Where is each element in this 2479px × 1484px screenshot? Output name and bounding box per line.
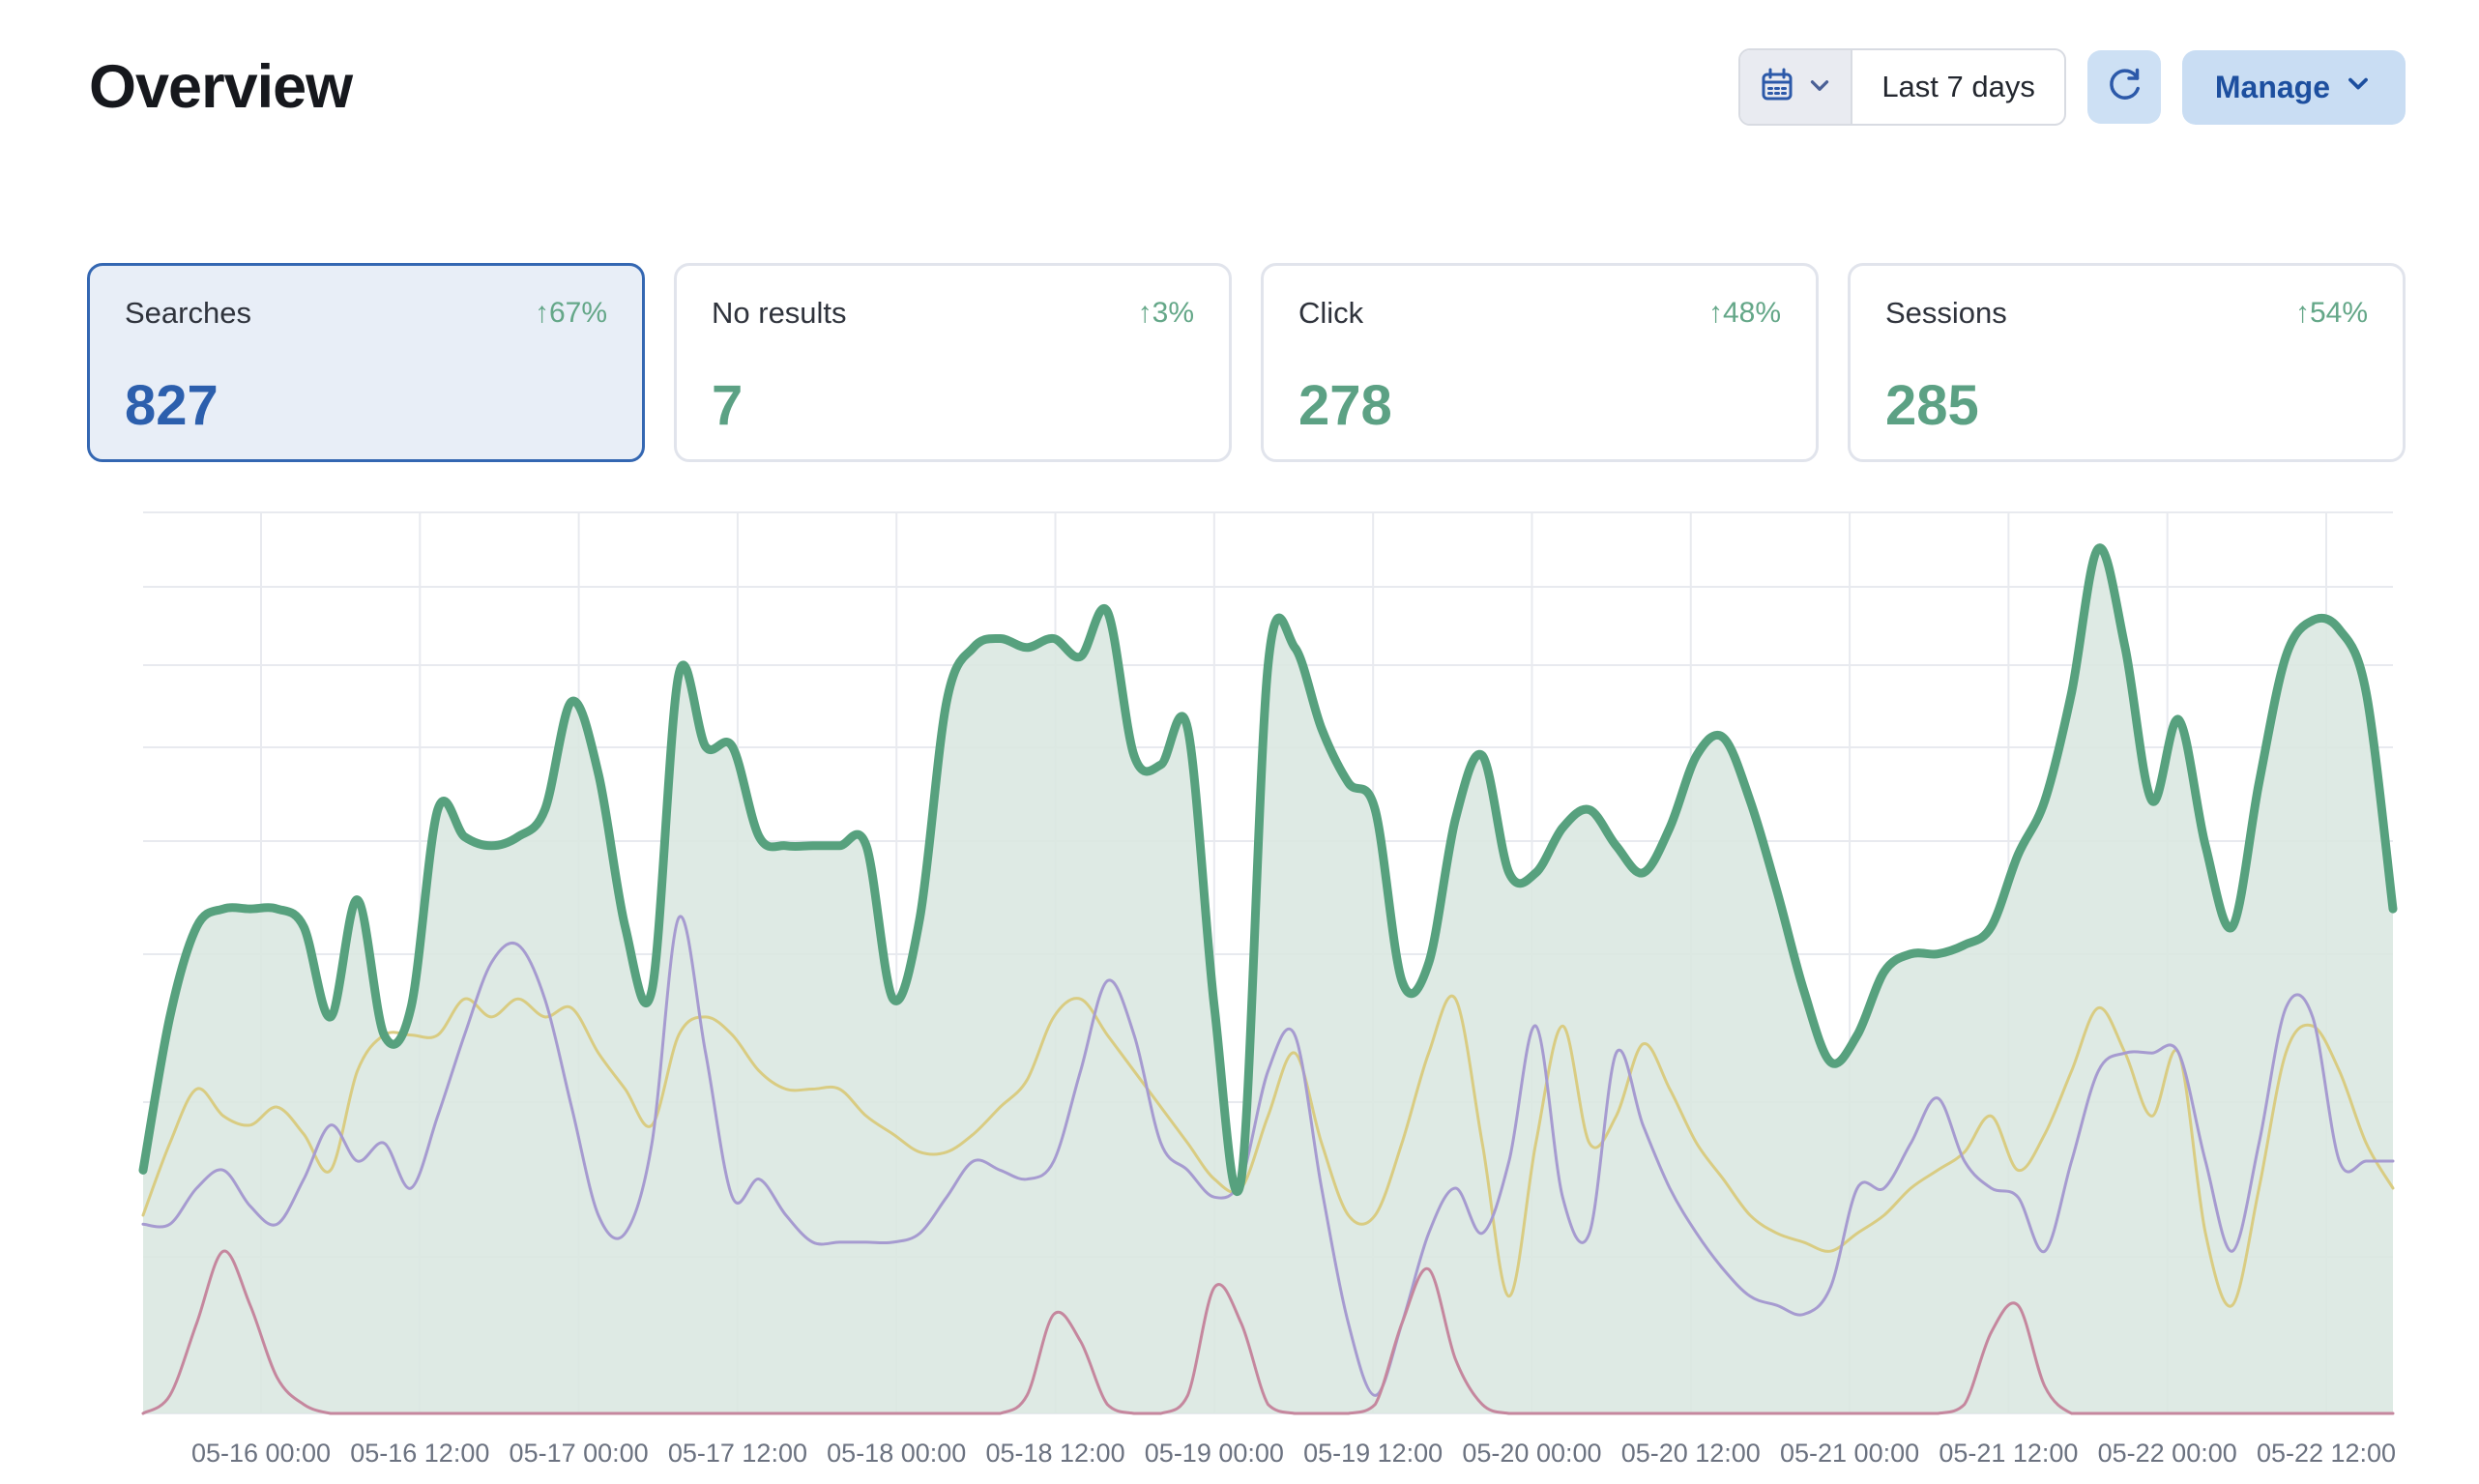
stat-card-sessions[interactable]: Sessions ↑54% 285 [1848, 263, 2406, 462]
no-results-series-line [141, 1249, 2395, 1415]
x-axis-tick-label: 05-19 12:00 [1303, 1439, 1443, 1468]
chevron-down-icon [2344, 69, 2373, 105]
date-range-label[interactable]: Last 7 days [1881, 70, 2035, 103]
stat-label: Searches [125, 296, 251, 330]
metrics-time-series-chart[interactable]: 05-16 00:00 05-16 12:00 05-17 00:00 05-17 1… [0, 503, 2479, 1479]
x-axis-tick-label: 05-22 12:00 [2257, 1439, 2396, 1468]
stat-value: 7 [712, 374, 744, 437]
date-range-icon-segment[interactable] [1740, 50, 1853, 124]
manage-button-label: Manage [2214, 69, 2330, 104]
click-series-line [141, 994, 2395, 1308]
searches-area-fill [143, 547, 2393, 1413]
stat-delta-badge: ↑48% [1707, 297, 1781, 329]
x-axis-tick-label: 05-22 00:00 [2098, 1439, 2237, 1468]
stat-delta-badge: ↑67% [534, 297, 607, 329]
stat-label: Click [1298, 296, 1364, 330]
page-title: Overview [89, 53, 353, 121]
chart-canvas[interactable]: 05-16 00:00 05-16 12:00 05-17 00:00 05-17 1… [0, 503, 2479, 1479]
x-axis-tick-label: 05-20 12:00 [1621, 1439, 1761, 1468]
x-axis-tick-label: 05-19 00:00 [1145, 1439, 1284, 1468]
stat-cards-row: Searches ↑67% 827 No results ↑3% 7 Click ↑48% 27… [87, 263, 2406, 462]
searches-series-line [138, 543, 2398, 1196]
toolbar-controls: Last 7 days Manage [1738, 48, 2406, 126]
stat-label: No results [712, 296, 847, 330]
stat-delta-badge: ↑3% [1137, 297, 1194, 329]
x-axis-tick-label: 05-18 00:00 [827, 1439, 966, 1468]
x-axis-tick-label: 05-18 12:00 [985, 1439, 1124, 1468]
stat-value: 278 [1298, 374, 1392, 437]
stat-card-searches[interactable]: Searches ↑67% 827 [87, 263, 645, 462]
x-axis-tick-label: 05-17 00:00 [510, 1439, 649, 1468]
sessions-series-line [141, 915, 2395, 1397]
stat-card-click[interactable]: Click ↑48% 278 [1261, 263, 1819, 462]
date-range-picker[interactable]: Last 7 days [1738, 48, 2066, 126]
calendar-icon [1758, 66, 1796, 109]
x-axis-tick-label: 05-21 12:00 [1939, 1439, 2078, 1468]
chevron-down-icon [1806, 72, 1833, 103]
refresh-icon [2103, 65, 2145, 110]
x-axis-tick-label: 05-17 12:00 [668, 1439, 807, 1468]
manage-button[interactable]: Manage [2181, 49, 2406, 125]
stat-delta-badge: ↑54% [2294, 297, 2368, 329]
x-axis-tick-label: 05-21 00:00 [1780, 1439, 1919, 1468]
stat-card-no-results[interactable]: No results ↑3% 7 [674, 263, 1232, 462]
x-axis-tick-label: 05-20 00:00 [1462, 1439, 1601, 1468]
stat-value: 827 [125, 374, 219, 437]
x-axis-tick-label: 05-16 00:00 [191, 1439, 331, 1468]
stat-value: 285 [1885, 374, 1979, 437]
x-axis-tick-label: 05-16 12:00 [350, 1439, 489, 1468]
stat-label: Sessions [1885, 296, 2007, 330]
top-bar: Overview Las [0, 0, 2479, 145]
refresh-button[interactable] [2086, 50, 2161, 124]
